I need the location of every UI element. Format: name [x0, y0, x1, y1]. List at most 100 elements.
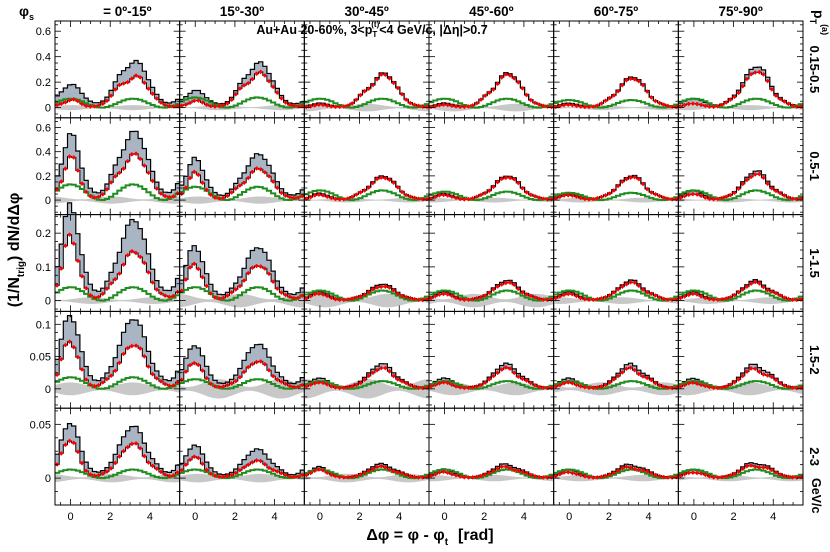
data-point — [208, 471, 214, 477]
data-point — [378, 365, 384, 371]
data-point — [216, 196, 222, 201]
background-histogram — [304, 289, 429, 302]
data-point — [279, 470, 284, 476]
data-point — [121, 166, 126, 171]
raw-histogram — [179, 245, 305, 296]
data-point — [137, 254, 143, 260]
data-point — [732, 94, 737, 100]
data-point — [457, 104, 463, 110]
data-point — [457, 385, 463, 390]
data-point — [719, 195, 725, 201]
data-point — [166, 473, 172, 479]
data-point — [121, 448, 126, 454]
data-point — [187, 175, 193, 181]
data-point — [790, 103, 795, 108]
raw-histogram — [179, 444, 305, 476]
data-point — [308, 470, 313, 476]
data-point — [441, 469, 446, 475]
data-point — [582, 196, 588, 202]
data-point — [486, 290, 492, 296]
data-point — [703, 103, 708, 109]
data-point — [241, 180, 247, 186]
data-point — [574, 293, 579, 299]
data-point — [408, 100, 413, 106]
data-point — [628, 279, 633, 285]
data-point — [299, 382, 305, 388]
data-point — [703, 383, 708, 389]
data-point — [54, 102, 60, 108]
data-point — [462, 104, 467, 110]
data-point — [578, 472, 583, 478]
panel-r0-c4 — [553, 20, 679, 119]
data-point — [624, 176, 629, 182]
data-point — [158, 379, 164, 384]
data-point — [245, 270, 251, 276]
panel-r1-c5 — [677, 117, 804, 216]
data-point — [283, 472, 288, 478]
data-point — [112, 368, 118, 374]
figure-title: Au+Au 20-60%, 3<pT(t)<4 GeV/c, |Δη|>0.7 — [256, 20, 487, 39]
panel-r4-c3: 0 2 4 — [428, 407, 555, 523]
data-point — [495, 466, 500, 471]
data-point — [366, 86, 372, 92]
data-point — [607, 472, 613, 477]
data-point — [383, 72, 388, 78]
data-point — [96, 103, 101, 108]
data-point — [412, 296, 417, 302]
data-point — [191, 360, 197, 366]
panel-r3-c3 — [428, 310, 555, 409]
data-point — [466, 196, 471, 202]
data-point — [462, 197, 467, 202]
data-point — [225, 193, 230, 199]
data-point — [599, 296, 604, 301]
data-point — [345, 103, 351, 108]
row-label-3: 1.5-2 — [807, 345, 822, 375]
data-point — [58, 357, 64, 362]
data-point — [678, 384, 683, 389]
data-point — [212, 384, 218, 389]
data-point — [727, 97, 733, 102]
data-point — [341, 385, 347, 391]
y-tick-label: 0.4 — [36, 52, 51, 64]
data-point — [154, 96, 160, 101]
data-point — [137, 346, 143, 351]
data-point — [665, 385, 671, 391]
data-point — [412, 384, 417, 390]
data-point — [383, 365, 388, 371]
data-point — [83, 377, 89, 382]
data-point — [590, 385, 596, 391]
data-point — [773, 290, 779, 296]
raw-histogram — [55, 130, 180, 194]
row-label-1: 0.5-1 — [807, 151, 822, 181]
data-point — [308, 194, 313, 200]
data-point — [403, 380, 409, 386]
background-histogram — [55, 376, 180, 390]
data-point — [63, 243, 68, 249]
panel-r4-c4: 0 2 4 — [553, 407, 679, 523]
systematic-band — [429, 197, 554, 203]
data-point — [212, 473, 218, 479]
background-histogram — [179, 185, 305, 201]
data-point — [678, 195, 683, 201]
data-point — [707, 104, 712, 109]
data-point — [117, 170, 122, 176]
data-point — [482, 190, 488, 196]
data-point — [287, 102, 293, 108]
subtracted-histogram — [429, 366, 554, 389]
data-point — [470, 385, 475, 390]
data-point — [237, 467, 243, 473]
data-point — [254, 166, 259, 171]
data-point — [337, 474, 342, 480]
y-tick-label: 0 — [45, 195, 51, 207]
data-point — [266, 465, 272, 471]
data-point — [408, 382, 413, 388]
systematic-band — [678, 382, 803, 396]
data-point — [482, 472, 488, 477]
data-point — [179, 467, 185, 473]
data-point — [291, 103, 297, 109]
subtracted-histogram — [553, 176, 679, 200]
systematic-band — [179, 196, 305, 204]
data-point — [528, 472, 534, 478]
data-point — [54, 187, 60, 192]
